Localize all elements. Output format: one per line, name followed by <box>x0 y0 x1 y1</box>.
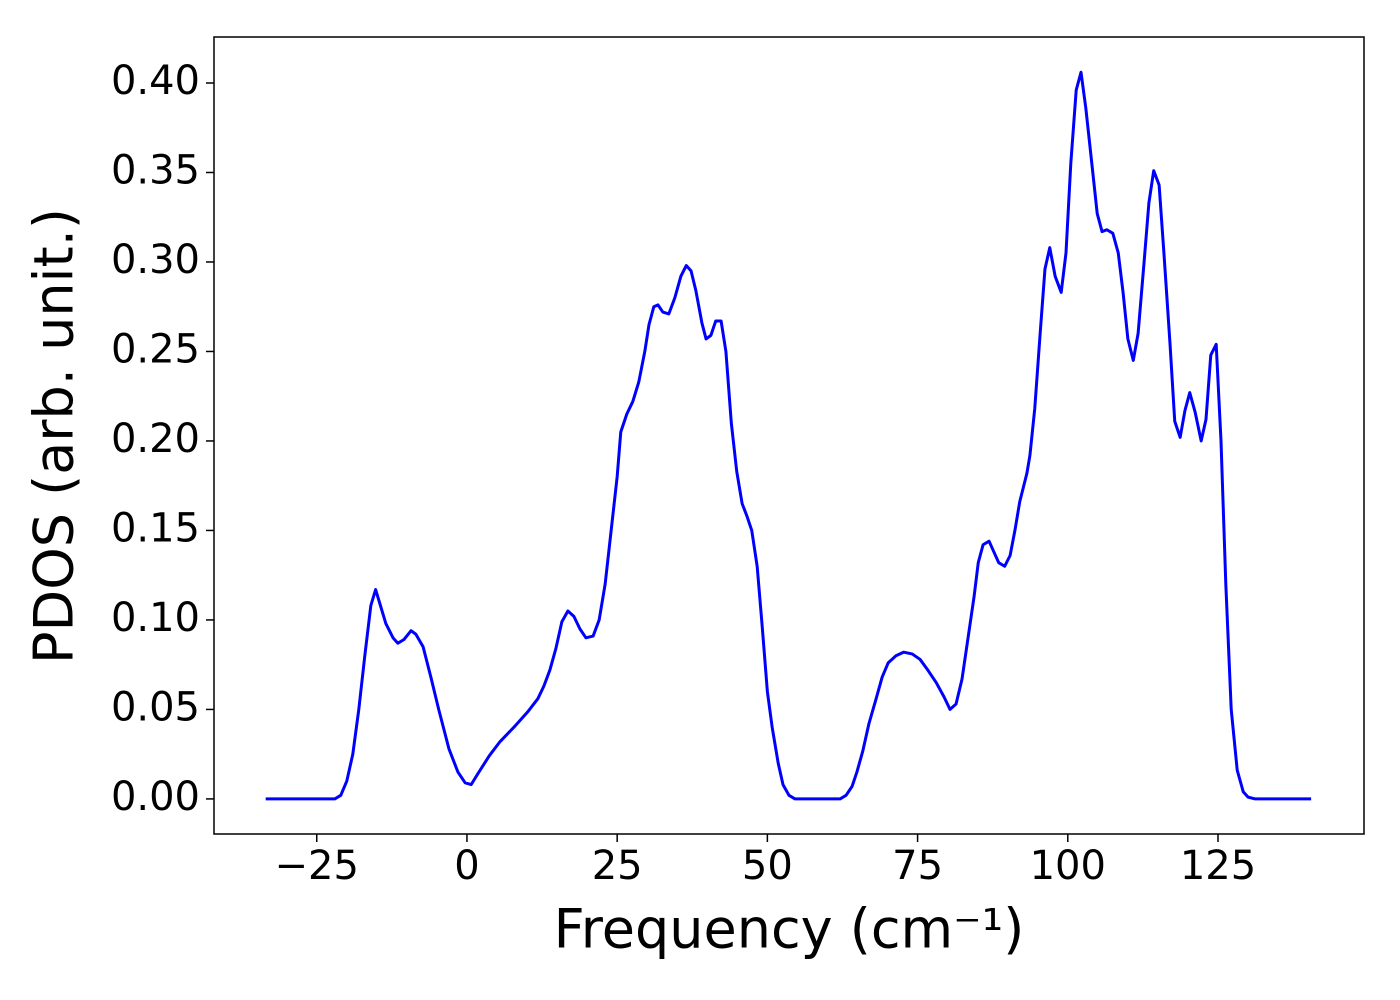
x-tick-label: −25 <box>275 843 359 889</box>
x-tick-label: 125 <box>1180 843 1256 889</box>
x-axis-label: Frequency (cm⁻¹) <box>554 898 1025 961</box>
x-tick-label: 75 <box>892 843 943 889</box>
x-tick-label: 0 <box>454 843 479 889</box>
y-tick-label: 0.05 <box>111 684 200 730</box>
plot-frame <box>213 36 1365 835</box>
y-tick-label: 0.40 <box>111 58 200 104</box>
y-tick-label: 0.20 <box>111 416 200 462</box>
y-axis-label: PDOS (arb. unit.) <box>23 208 86 664</box>
y-tick-label: 0.00 <box>111 774 200 820</box>
y-tick-label: 0.10 <box>111 595 200 641</box>
y-tick-label: 0.15 <box>111 505 200 551</box>
y-tick-label: 0.30 <box>111 237 200 283</box>
x-tick-label: 100 <box>1030 843 1106 889</box>
x-tick-label: 50 <box>742 843 793 889</box>
x-tick-label: 25 <box>592 843 643 889</box>
y-tick-label: 0.25 <box>111 326 200 372</box>
data-line <box>265 70 1312 801</box>
y-tick-label: 0.35 <box>111 147 200 193</box>
